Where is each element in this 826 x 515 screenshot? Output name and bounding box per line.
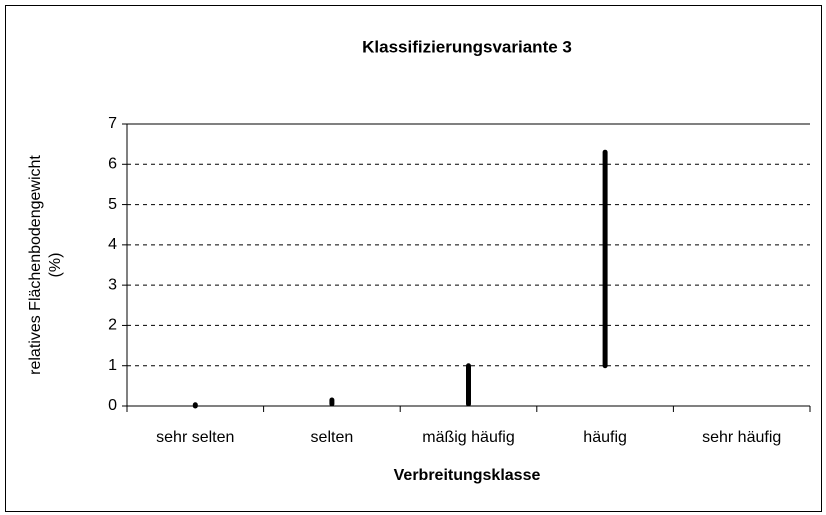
y-tick-label: 7 [108,115,117,132]
chart-frame [5,5,822,512]
y-axis-title: relatives Flächenbodengewicht [27,155,44,375]
y-tick-label: 4 [108,236,117,253]
y-tick-label: 2 [108,317,117,334]
y-axis-title: (%) [47,253,64,278]
y-tick-label: 3 [108,276,117,293]
x-tick-label: sehr selten [156,429,234,446]
y-tick-label: 5 [108,196,117,213]
x-axis-title: Verbreitungsklasse [394,467,541,484]
y-tick-label: 1 [108,357,117,374]
y-tick-label: 6 [108,156,117,173]
x-tick-label: mäßig häufig [422,429,515,446]
x-tick-label: häufig [583,429,627,446]
x-tick-label: sehr häufig [702,429,781,446]
chart-title: Klassifizierungsvariante 3 [362,37,572,56]
y-tick-label: 0 [108,397,117,414]
x-tick-label: selten [311,429,354,446]
